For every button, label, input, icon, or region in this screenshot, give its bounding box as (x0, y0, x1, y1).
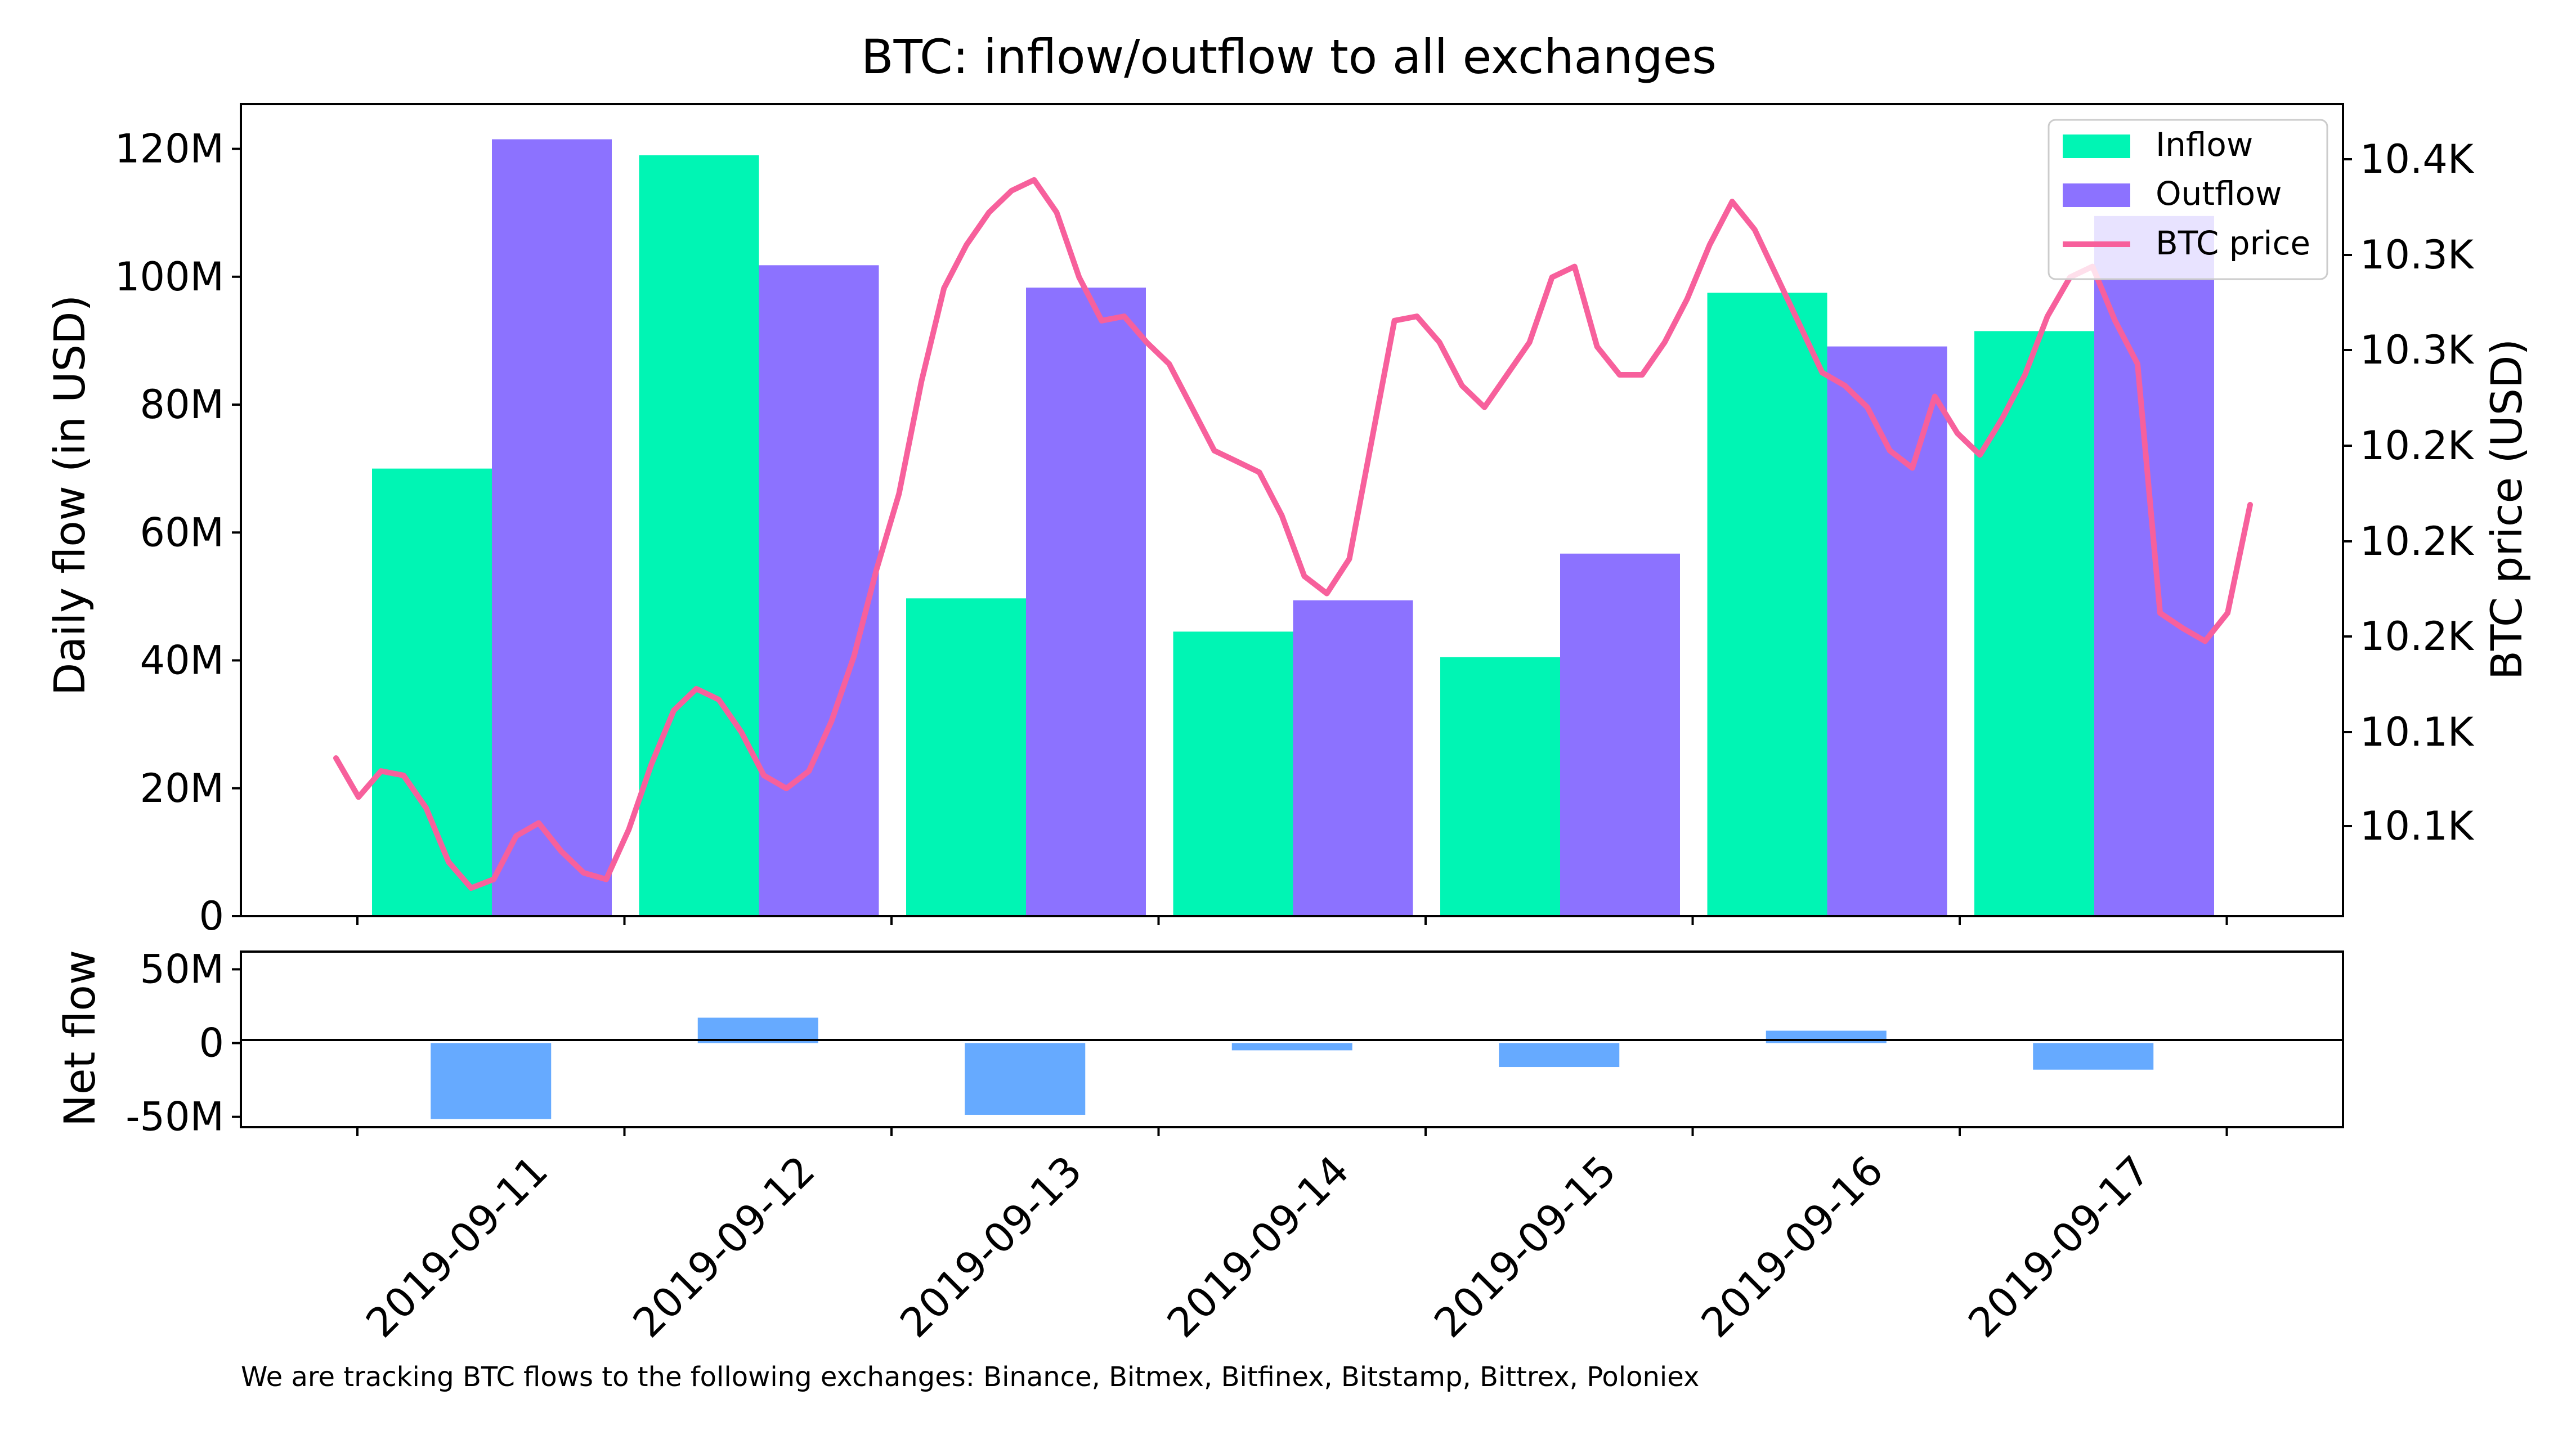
price-layer (333, 177, 2253, 891)
legend-swatch-inflow (2063, 134, 2130, 158)
main-x-ticks (356, 916, 2228, 925)
y-tick-label: 120M (115, 126, 224, 172)
net-flow-bar-2019-09-13 (965, 1043, 1086, 1115)
y-tick-label: 40M (140, 638, 224, 684)
inflow-bar-2019-09-17 (1974, 331, 2094, 916)
net-y-tick-label: 0 (199, 1020, 224, 1066)
main-plot-frame (240, 103, 2344, 917)
outflow-bar-2019-09-11 (492, 139, 612, 916)
main-y-ticks: 0 20M 40M 60M 80M 100M 120M (115, 126, 241, 939)
net-flow-bar-2019-09-11 (431, 1043, 552, 1119)
legend-box (2048, 119, 2328, 280)
inflow-bar-2019-09-15 (1440, 657, 1560, 916)
net-flow-bar-2019-09-14 (1231, 1043, 1352, 1051)
net-flow-bar-2019-09-17 (2033, 1043, 2154, 1070)
price-y-ticks: 10.1K 10.1K 10.2K 10.2K 10.2K 10.3K 10.3K 10.4K (2343, 136, 2475, 849)
y2-tick-label: 10.1K (2360, 803, 2475, 849)
y-tick-label: 0 (199, 893, 224, 939)
inflow-bar-2019-09-13 (906, 598, 1026, 916)
y-tick-label: 80M (140, 382, 224, 428)
net-flow-bar-2019-09-16 (1766, 1030, 1887, 1043)
y-axis-label: Daily flow (in USD) (44, 295, 95, 696)
legend-label-inflow: Inflow (2156, 125, 2253, 164)
net-y-ticks: -50M 0 50M (126, 946, 241, 1140)
inflow-bar-2019-09-12 (639, 155, 759, 916)
net-y-tick-label: 50M (140, 946, 224, 992)
inflow-bar-2019-09-11 (372, 468, 492, 916)
outflow-bar-2019-09-16 (1827, 346, 1947, 916)
outflow-bar-2019-09-14 (1293, 600, 1413, 916)
y2-tick-label: 10.3K (2360, 232, 2475, 278)
outflow-bar-2019-09-13 (1026, 288, 1146, 917)
y-tick-label: 20M (140, 765, 224, 811)
y2-tick-label: 10.4K (2360, 136, 2475, 182)
net-flow-axis-label: Net flow (55, 950, 105, 1127)
y2-tick-label: 10.1K (2360, 709, 2475, 755)
chart-title: BTC: inflow/outflow to all exchanges (861, 29, 1717, 84)
outflow-bar-2019-09-12 (759, 265, 879, 917)
footnote: We are tracking BTC flows to the followi… (241, 1361, 1699, 1393)
y2-tick-label: 10.3K (2360, 327, 2475, 373)
y2-tick-label: 10.2K (2360, 518, 2475, 564)
y2-axis-label: BTC price (USD) (2481, 339, 2532, 680)
main-bars-layer (372, 139, 2214, 917)
outflow-bar-2019-09-15 (1560, 553, 1680, 916)
legend-label-outflow: Outflow (2156, 174, 2282, 213)
y2-tick-label: 10.2K (2360, 613, 2475, 660)
net-plot-frame (240, 950, 2344, 1128)
inflow-bar-2019-09-14 (1173, 631, 1293, 916)
y-tick-label: 100M (115, 254, 224, 300)
legend-label-price: BTC price (2156, 224, 2310, 262)
inflow-bar-2019-09-16 (1707, 293, 1827, 916)
legend: Inflow Outflow BTC price (2048, 119, 2328, 280)
net-y-tick-label: -50M (126, 1094, 224, 1140)
y-tick-label: 60M (140, 509, 224, 555)
net-flow-bar-2019-09-15 (1499, 1043, 1620, 1068)
btc-price-line (333, 177, 2253, 891)
y2-tick-label: 10.2K (2360, 423, 2475, 469)
legend-swatch-outflow (2063, 183, 2130, 207)
